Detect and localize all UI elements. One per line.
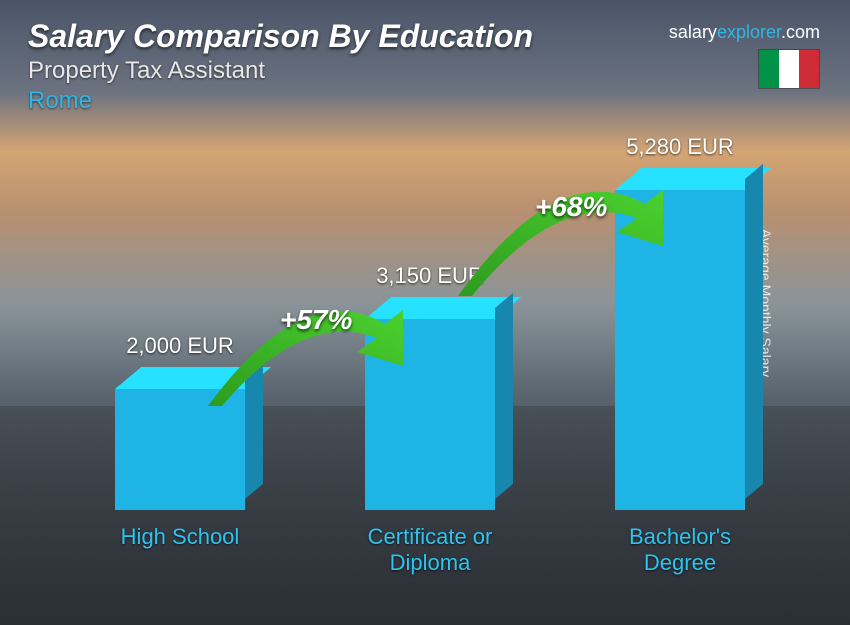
flag-italy bbox=[758, 49, 820, 89]
chart-subtitle: Property Tax Assistant bbox=[28, 57, 533, 85]
bar-value: 5,280 EUR bbox=[626, 134, 734, 160]
increase-arrow: +57% bbox=[200, 286, 430, 416]
increase-percent: +68% bbox=[535, 191, 607, 223]
bar-chart: 2,000 EURHigh School3,150 EURCertificate… bbox=[50, 106, 780, 576]
bar-label: High School bbox=[90, 524, 270, 576]
arrow-arc-icon bbox=[450, 166, 690, 306]
brand-suffix: .com bbox=[781, 22, 820, 42]
bar-side bbox=[495, 293, 513, 499]
brand-accent: explorer bbox=[717, 22, 781, 42]
bar-side bbox=[745, 164, 763, 499]
header: Salary Comparison By Education Property … bbox=[28, 18, 533, 115]
bar-group: 2,000 EURHigh School bbox=[90, 389, 270, 576]
bar-label: Certificate orDiploma bbox=[340, 524, 520, 576]
brand-prefix: salary bbox=[669, 22, 717, 42]
chart-title: Salary Comparison By Education bbox=[28, 18, 533, 55]
brand-text: salaryexplorer.com bbox=[669, 22, 820, 43]
increase-percent: +57% bbox=[280, 304, 352, 336]
bar-label: Bachelor'sDegree bbox=[590, 524, 770, 576]
brand-block: salaryexplorer.com bbox=[669, 22, 820, 89]
increase-arrow: +68% bbox=[450, 166, 690, 306]
